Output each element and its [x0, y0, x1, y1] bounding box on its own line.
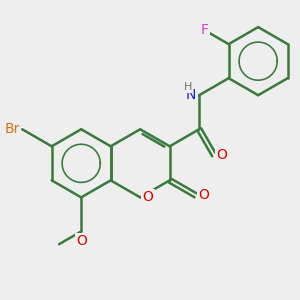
- Text: N: N: [186, 88, 196, 102]
- Text: F: F: [200, 23, 208, 37]
- Text: Br: Br: [4, 122, 20, 136]
- Text: O: O: [76, 234, 87, 248]
- Text: H: H: [184, 82, 192, 92]
- Text: O: O: [142, 190, 153, 204]
- Text: O: O: [217, 148, 227, 162]
- Text: O: O: [198, 188, 209, 202]
